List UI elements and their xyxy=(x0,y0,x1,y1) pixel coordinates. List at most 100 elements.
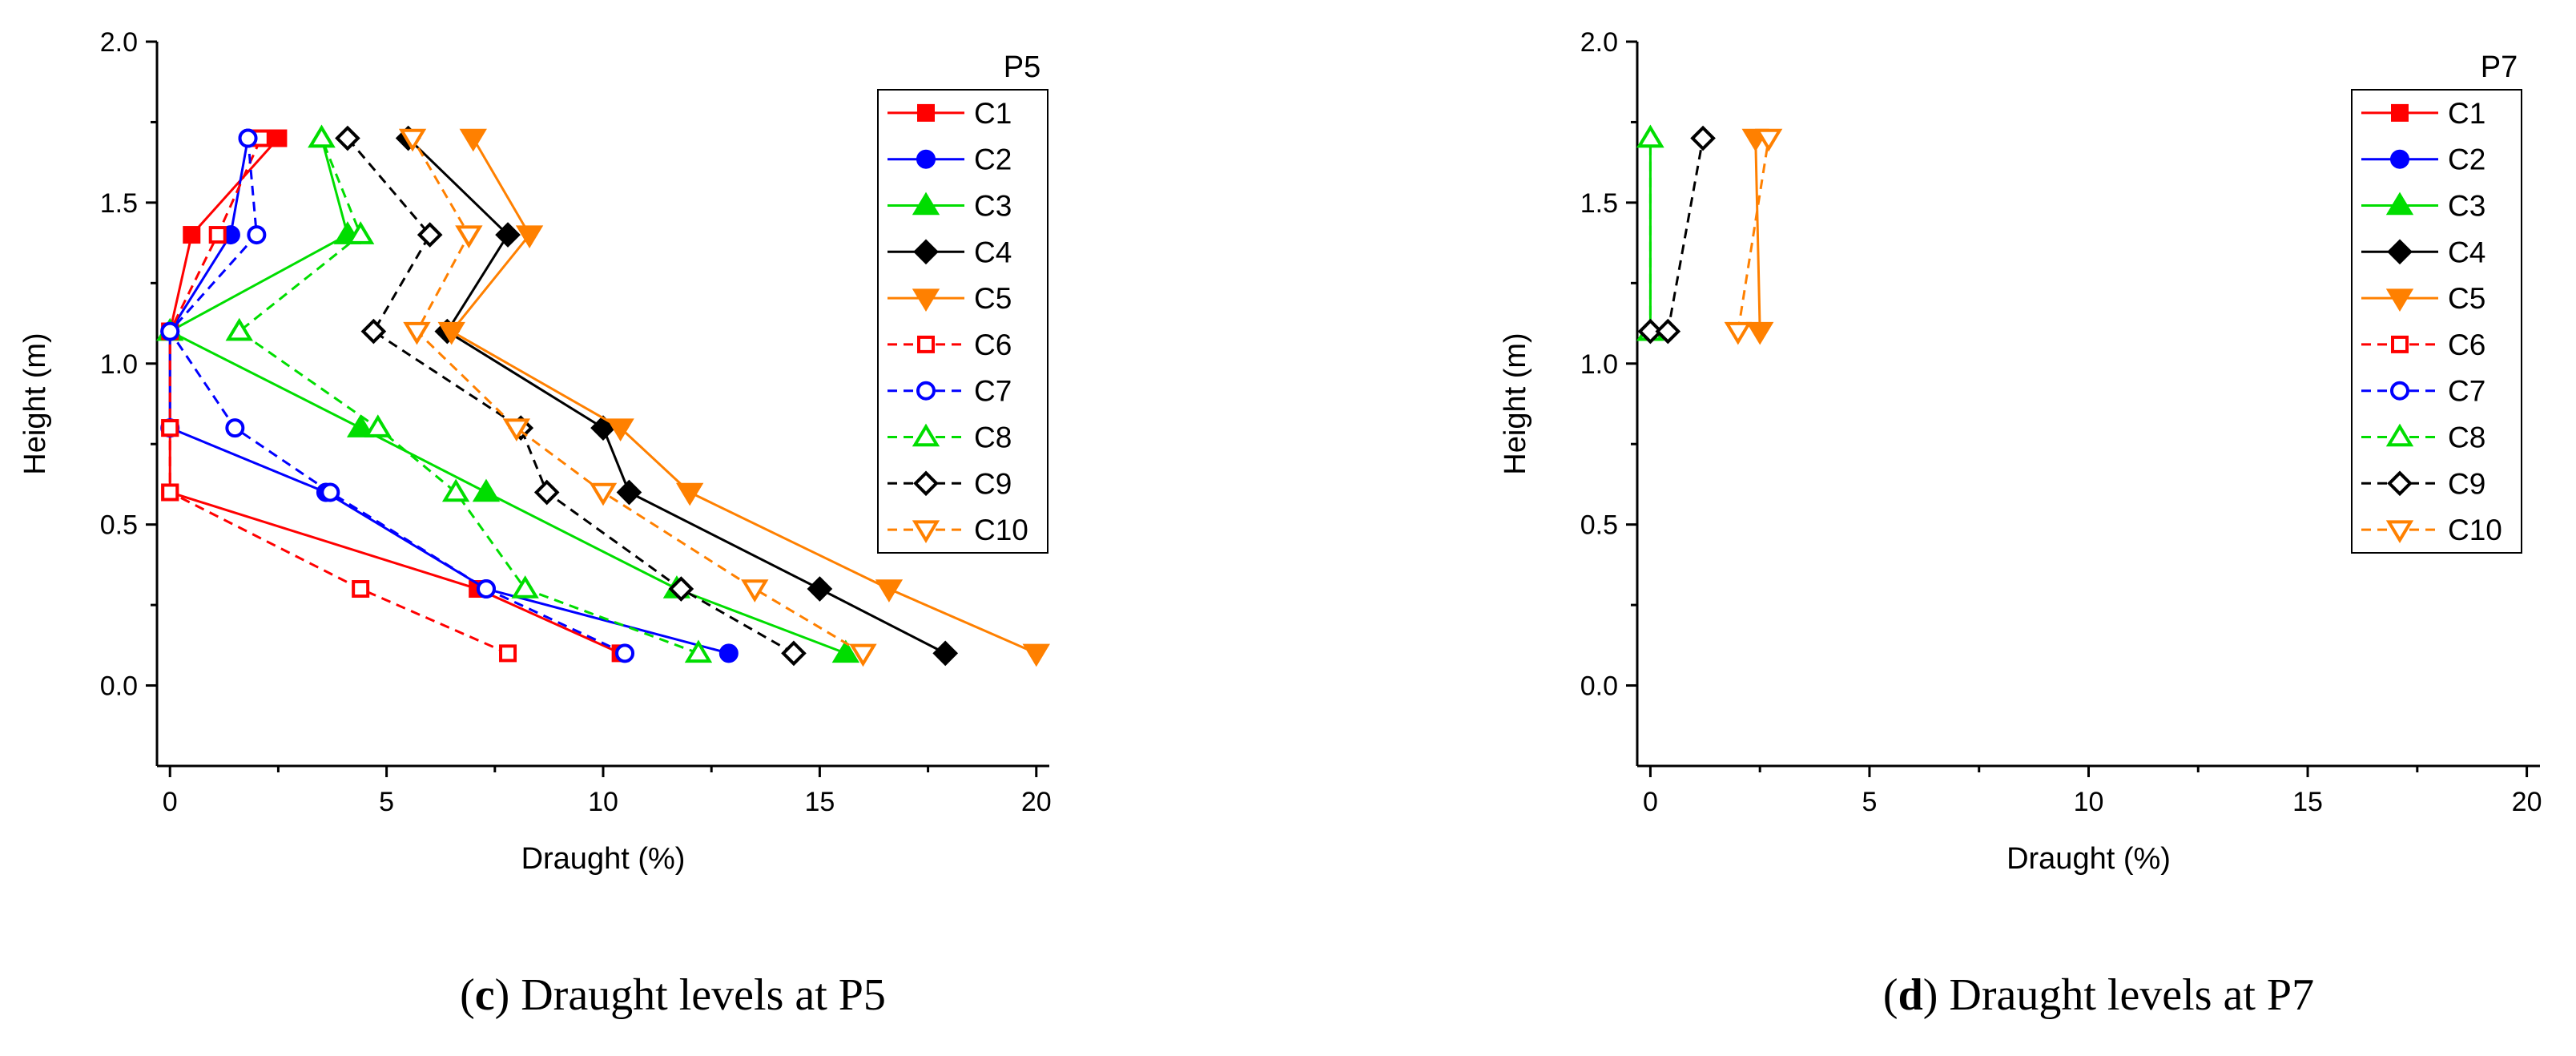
data-point-c5 xyxy=(437,321,465,345)
legend-marker xyxy=(2391,335,2409,353)
series-line-c9 xyxy=(346,137,795,655)
data-point-c8 xyxy=(1636,124,1664,148)
series-line-c6 xyxy=(168,137,509,655)
data-point-c1 xyxy=(269,129,288,147)
data-point-c10 xyxy=(849,643,877,667)
series-c7 xyxy=(160,128,635,663)
caption-paren: ( xyxy=(1883,970,1898,1020)
data-point-c10 xyxy=(589,482,618,506)
x-tick-label: 0 xyxy=(163,787,178,817)
data-point-c8 xyxy=(684,639,713,663)
legend-label: C5 xyxy=(2448,282,2485,315)
legend-entry-c1: C1 xyxy=(888,97,1012,130)
legend-marker xyxy=(2390,381,2409,401)
legend-marker xyxy=(917,103,935,122)
legend-label: C8 xyxy=(2448,421,2485,454)
legend-marker xyxy=(2385,520,2414,543)
legend-marker xyxy=(2387,470,2413,497)
legend-entry-c9: C9 xyxy=(888,467,1012,500)
legend-entry-c5: C5 xyxy=(2361,282,2485,315)
data-point-c6 xyxy=(499,644,517,663)
y-axis-label: Height (m) xyxy=(1499,333,1532,474)
legend-label: C10 xyxy=(974,514,1028,546)
data-point-c7 xyxy=(320,482,340,502)
data-point-c8 xyxy=(346,221,375,244)
series-c2 xyxy=(160,128,739,663)
legend-label: C2 xyxy=(2448,143,2485,176)
chart-panel-p7: 0.0 0.5 1.0 1.5 2.0 0 5 10 15 20 Draught (%) Height… xyxy=(1499,27,2542,1020)
x-tick-label: 10 xyxy=(588,787,618,817)
legend-entry-c4: C4 xyxy=(888,236,1012,268)
data-point-c3 xyxy=(472,478,501,502)
x-tick-label: 0 xyxy=(1643,787,1658,817)
y-tick-label: 1.5 xyxy=(100,188,138,219)
legend-entry-c2: C2 xyxy=(888,143,1012,176)
series-line-c2 xyxy=(168,138,730,655)
legend-label: C4 xyxy=(2448,236,2485,268)
legend-entry-c7: C7 xyxy=(2361,375,2485,408)
y-tick-label: 1.5 xyxy=(1580,188,1618,219)
caption-text: Draught levels at P7 xyxy=(1938,970,2314,1020)
legend-label: C6 xyxy=(974,328,1012,361)
legend-marker xyxy=(2391,103,2409,122)
data-point-c6 xyxy=(161,419,179,437)
legend-marker xyxy=(917,335,935,353)
legend-entry-c8: C8 xyxy=(2361,421,2485,454)
legend-marker xyxy=(913,470,939,497)
data-point-c8 xyxy=(511,575,539,599)
data-point-c7 xyxy=(615,643,635,663)
panel-title: P5 xyxy=(1004,50,1040,84)
caption-paren: ) xyxy=(1923,970,1938,1020)
legend-label: C8 xyxy=(974,421,1012,454)
legend-entry-c6: C6 xyxy=(2361,328,2485,361)
data-point-c4 xyxy=(807,576,833,602)
y-tick-label: 1.0 xyxy=(100,349,138,380)
x-tick-label: 5 xyxy=(379,787,394,817)
legend-label: C7 xyxy=(974,375,1012,408)
legend-label: C9 xyxy=(974,467,1012,500)
series-c10 xyxy=(1724,128,1783,345)
y-tick-label: 0.0 xyxy=(1580,671,1618,702)
data-point-c9 xyxy=(360,318,387,345)
data-point-c9 xyxy=(1690,125,1716,151)
x-tick-label: 5 xyxy=(1862,787,1877,817)
x-tick-label: 10 xyxy=(2074,787,2104,817)
data-point-c5 xyxy=(1746,321,1774,345)
data-point-c5 xyxy=(459,128,487,152)
data-point-c8 xyxy=(441,478,470,502)
legend-marker xyxy=(916,381,936,401)
legend-label: C3 xyxy=(974,190,1012,223)
data-point-c5 xyxy=(606,418,634,442)
series-c4 xyxy=(395,125,959,667)
legend-label: C1 xyxy=(974,97,1012,130)
data-point-c3 xyxy=(346,414,375,437)
y-tick-label: 1.0 xyxy=(1580,349,1618,380)
data-point-c4 xyxy=(495,222,521,248)
legend-label: C2 xyxy=(974,143,1012,176)
data-point-c7 xyxy=(238,128,258,148)
data-point-c4 xyxy=(932,640,959,667)
series-c1 xyxy=(161,129,630,663)
data-point-c9 xyxy=(1637,318,1664,345)
x-tick-label: 20 xyxy=(2512,787,2542,817)
data-point-c10 xyxy=(398,128,427,152)
y-tick-label: 2.0 xyxy=(100,27,138,58)
data-point-c6 xyxy=(161,483,179,502)
legend-entry-c6: C6 xyxy=(888,328,1012,361)
data-point-c9 xyxy=(1655,318,1681,345)
data-point-c6 xyxy=(352,580,370,599)
data-point-c9 xyxy=(781,640,807,667)
data-point-c6 xyxy=(208,226,227,244)
legend-marker xyxy=(912,520,940,543)
legend-label: C3 xyxy=(2448,190,2485,223)
series-line-c8 xyxy=(237,137,699,655)
legend-marker xyxy=(912,423,940,447)
legend: C1 C2 C3 C4 C5 C6 C7 C8 C9 C10 xyxy=(2351,89,2522,554)
data-point-c10 xyxy=(502,418,531,442)
data-point-c7 xyxy=(225,418,245,438)
series-c9 xyxy=(1637,125,1716,345)
panel-title: P7 xyxy=(2481,50,2518,84)
figure-caption: (d) Draught levels at P7 xyxy=(1883,970,2314,1020)
x-axis-label: Draught (%) xyxy=(521,842,686,876)
